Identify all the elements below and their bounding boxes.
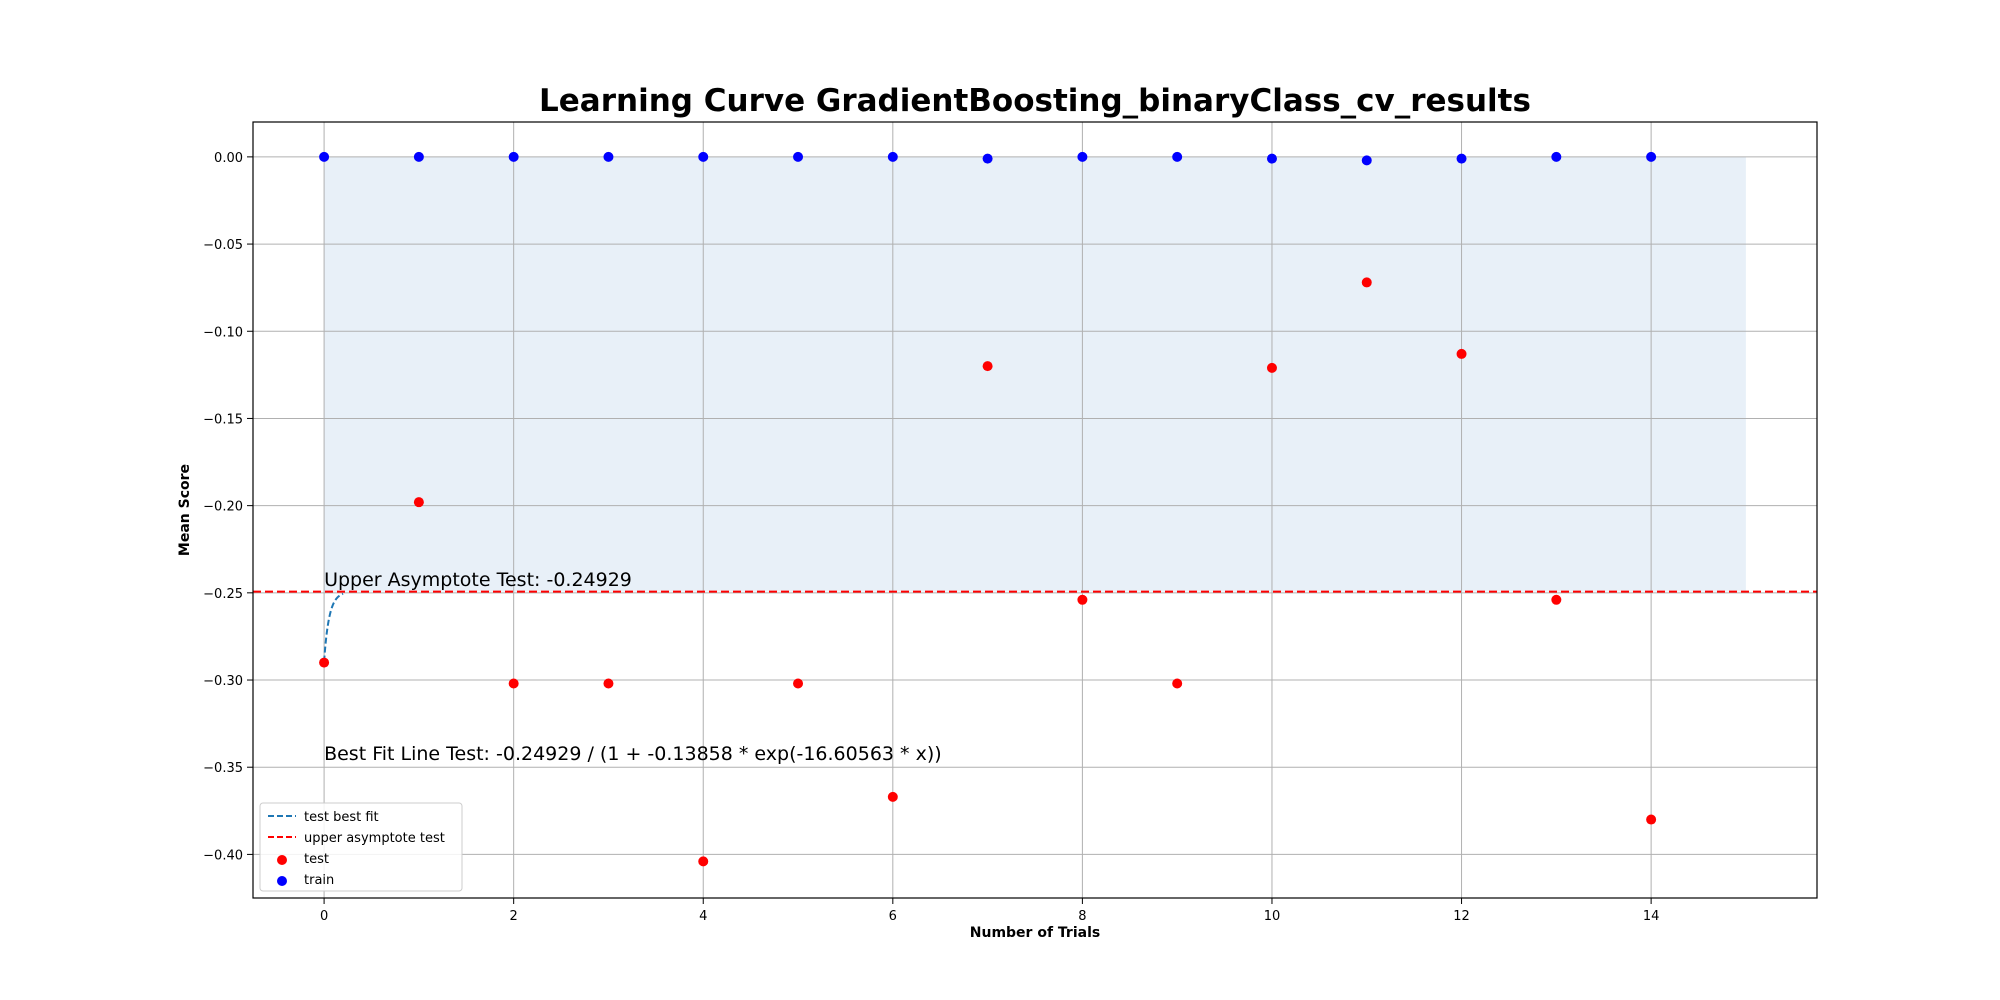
y-tick-label: −0.05 [203,238,243,253]
plot-area: Upper Asymptote Test: -0.24929 Best Fit L… [203,121,1818,924]
legend-box [259,802,463,892]
train-point [793,151,804,162]
test-point [1077,594,1088,605]
best-fit-annotation: Best Fit Line Test: -0.24929 / (1 + -0.1… [324,743,942,765]
test-point [508,678,519,689]
test-point [1551,594,1562,605]
x-tick-label: 14 [1643,909,1660,924]
legend-label: upper asymptote test [304,831,445,846]
test-point [603,678,614,689]
x-tick-label: 4 [699,909,707,924]
train-point [1172,151,1183,162]
train-point [887,151,898,162]
y-axis-label: Mean Score [177,464,193,556]
train-point [1266,153,1277,164]
test-point [319,657,330,668]
train-point [319,151,330,162]
legend-dot-swatch [277,855,287,865]
x-tick-label: 2 [510,909,518,924]
x-axis-label: Number of Trials [970,925,1100,941]
y-tick-label: −0.35 [203,761,243,776]
train-point [982,153,993,164]
test-point [1172,678,1183,689]
chart-title: Learning Curve GradientBoosting_binaryCl… [539,83,1531,119]
legend-label: test [304,852,329,867]
train-point [413,151,424,162]
y-tick-label: −0.40 [203,848,243,863]
train-point [1456,153,1467,164]
train-point [1551,151,1562,162]
x-tick-label: 0 [320,909,328,924]
plot-frame [252,121,1818,899]
y-tick-label: −0.15 [203,412,243,427]
legend: test best fit upper asymptote test test tra… [259,802,463,892]
legend-dot-swatch [277,876,287,886]
x-tick-label: 6 [889,909,897,924]
test-point [1266,362,1277,373]
confidence-band [324,156,1746,592]
y-tick-label: −0.20 [203,500,243,515]
train-point [508,151,519,162]
test-point [413,497,424,508]
test-point [793,678,804,689]
train-point [603,151,614,162]
legend-label: train [304,873,334,888]
test-point [698,856,709,867]
y-tick-label: −0.10 [203,325,243,340]
x-tick-label: 8 [1078,909,1086,924]
train-point [1077,151,1088,162]
y-tick-label: −0.30 [203,674,243,689]
x-tick-label: 10 [1264,909,1281,924]
test-point [1361,277,1372,288]
best-fit-curve [323,592,344,662]
y-tick-label: −0.25 [203,587,243,602]
train-point [1646,151,1657,162]
x-tick-label: 12 [1453,909,1470,924]
test-point [887,791,898,802]
test-point [1646,814,1657,825]
y-tick-label: 0.00 [214,151,243,166]
train-point [698,151,709,162]
test-point [982,361,993,372]
legend-label: test best fit [304,810,379,825]
upper-asymptote-annotation: Upper Asymptote Test: -0.24929 [324,569,632,591]
test-point [1456,348,1467,359]
train-point [1361,155,1372,166]
